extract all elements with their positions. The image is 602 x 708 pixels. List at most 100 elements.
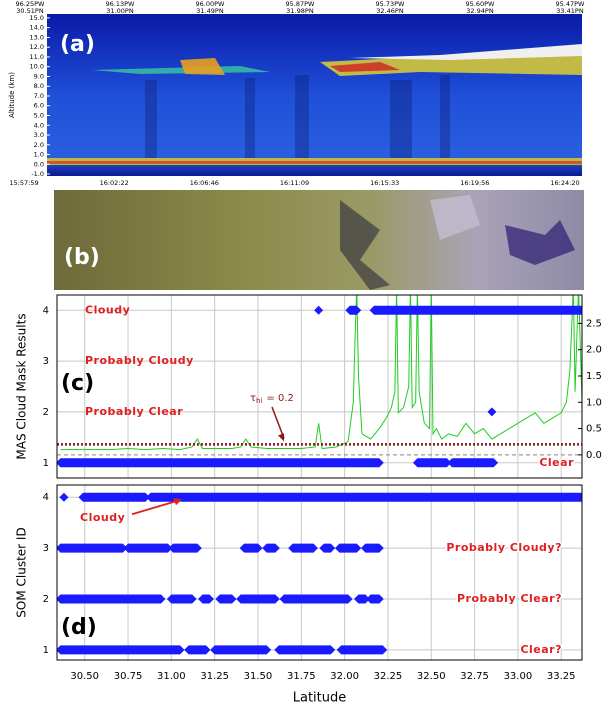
class-label: Clear <box>539 456 574 469</box>
x-tick-label: 31.25 <box>200 671 229 682</box>
cluster-run <box>366 594 384 604</box>
cluster-run <box>198 594 214 604</box>
threshold-sub: hi <box>256 397 262 405</box>
y-tick-label: 13.0 <box>30 33 44 41</box>
threshold-symbol: τ <box>250 393 256 404</box>
y2-tick-label: 2.5 <box>586 318 602 329</box>
threshold-arrow <box>271 406 285 439</box>
cluster-run <box>57 645 185 655</box>
cluster-run <box>353 594 370 604</box>
panel-label: (a) <box>60 32 95 57</box>
class-label: Clear? <box>520 643 562 656</box>
x-tick-label: 32.50 <box>417 671 446 682</box>
cluster-run <box>345 305 362 315</box>
x-tick-label: 30.50 <box>70 671 99 682</box>
x-tick-label: 16:15:33 <box>370 179 399 187</box>
cluster-run <box>146 492 582 502</box>
cluster-run <box>236 594 280 604</box>
top-label: 96.25PW <box>16 0 46 8</box>
cluster-run <box>314 305 324 315</box>
y-tick-label: -1.0 <box>31 170 44 178</box>
threshold-arrowhead <box>278 433 284 442</box>
cluster-run <box>279 594 353 604</box>
cluster-run <box>78 492 150 502</box>
y-tick-label: 6.0 <box>34 102 44 110</box>
y-tick-label: 2 <box>43 594 49 605</box>
x-tick-label: 15:57:59 <box>9 179 38 187</box>
class-arrowhead <box>173 498 182 506</box>
class-label: Probably Clear? <box>457 592 562 605</box>
class-label: Cloudy <box>80 511 125 524</box>
y-tick-label: 3 <box>43 543 49 554</box>
cluster-run <box>57 458 384 468</box>
top-label: 30.51PN <box>16 7 44 15</box>
class-label: Probably Cloudy? <box>446 541 562 554</box>
top-label: 32.46PN <box>376 7 404 15</box>
x-tick-label: 31.00 <box>157 671 186 682</box>
y2-tick-label: 1.5 <box>586 371 602 382</box>
x-tick-label: 16:11:09 <box>280 179 309 187</box>
cluster-run <box>319 543 336 553</box>
threshold-label: τhi = 0.2 <box>250 393 294 405</box>
threshold-text: = 0.2 <box>266 393 293 404</box>
y-tick-label: 3.0 <box>34 131 44 139</box>
y-tick-label: 8.0 <box>34 82 44 90</box>
cluster-run <box>57 543 128 553</box>
top-label: 31.00PN <box>106 7 134 15</box>
y-tick-label: 0.0 <box>34 160 44 168</box>
y-tick-label: 15.0 <box>30 14 44 22</box>
cluster-run <box>57 594 166 604</box>
cluster-run <box>447 458 499 468</box>
cluster-run <box>262 543 280 553</box>
y-tick-label: 9.0 <box>34 72 44 80</box>
y-tick-label: 3 <box>43 356 49 367</box>
panel-label: (d) <box>61 615 97 640</box>
y-tick-label: 11.0 <box>30 53 44 61</box>
y-tick-label: 2.0 <box>34 141 44 149</box>
panel-label: (b) <box>64 245 100 270</box>
cluster-run <box>239 543 263 553</box>
plot-frame <box>56 294 583 479</box>
y-tick-label: 1 <box>43 645 49 656</box>
cluster-run <box>369 305 582 315</box>
x-tick-label: 16:19:56 <box>460 179 489 187</box>
y-tick-label: 12.0 <box>30 43 44 51</box>
cluster-run <box>334 543 362 553</box>
top-label: 31.98PN <box>286 7 314 15</box>
cluster-run <box>168 543 202 553</box>
class-label: Probably Clear <box>85 405 183 418</box>
x-tick-label: 16:24:20 <box>550 179 579 187</box>
y-axis-label: MAS Cloud Mask Results <box>15 313 29 459</box>
x-tick-label: 30.75 <box>114 671 143 682</box>
cluster-run <box>360 543 384 553</box>
cluster-run <box>487 407 497 417</box>
cluster-run <box>215 594 237 604</box>
x-tick-label: 33.25 <box>547 671 576 682</box>
cluster-run <box>59 492 69 502</box>
x-tick-label: 31.50 <box>244 671 273 682</box>
cluster-run <box>336 645 388 655</box>
y-tick-label: 4 <box>43 492 49 503</box>
cluster-run <box>166 594 197 604</box>
y2-tick-label: 2.0 <box>586 345 602 356</box>
top-label: 32.94PN <box>466 7 494 15</box>
x-tick-label: 33.00 <box>504 671 533 682</box>
y2-tick-label: 1.0 <box>586 397 602 408</box>
top-label: 95.73PW <box>376 0 406 8</box>
x-axis-label: Latitude <box>293 691 347 706</box>
x-tick-label: 32.00 <box>330 671 359 682</box>
cluster-run <box>123 543 173 553</box>
y-tick-label: 2 <box>43 407 49 418</box>
top-label: 33.41PN <box>556 7 584 15</box>
top-label: 31.49PN <box>196 7 224 15</box>
cluster-run <box>412 458 452 468</box>
class-arrow <box>131 500 177 516</box>
y2-tick-label: 0.5 <box>586 424 602 435</box>
top-label: 95.60PW <box>466 0 496 8</box>
y-tick-label: 10.0 <box>30 63 44 71</box>
x-tick-label: 32.25 <box>374 671 403 682</box>
lidar-image <box>47 14 582 176</box>
cluster-run <box>210 645 272 655</box>
y-tick-label: 1 <box>43 458 49 469</box>
